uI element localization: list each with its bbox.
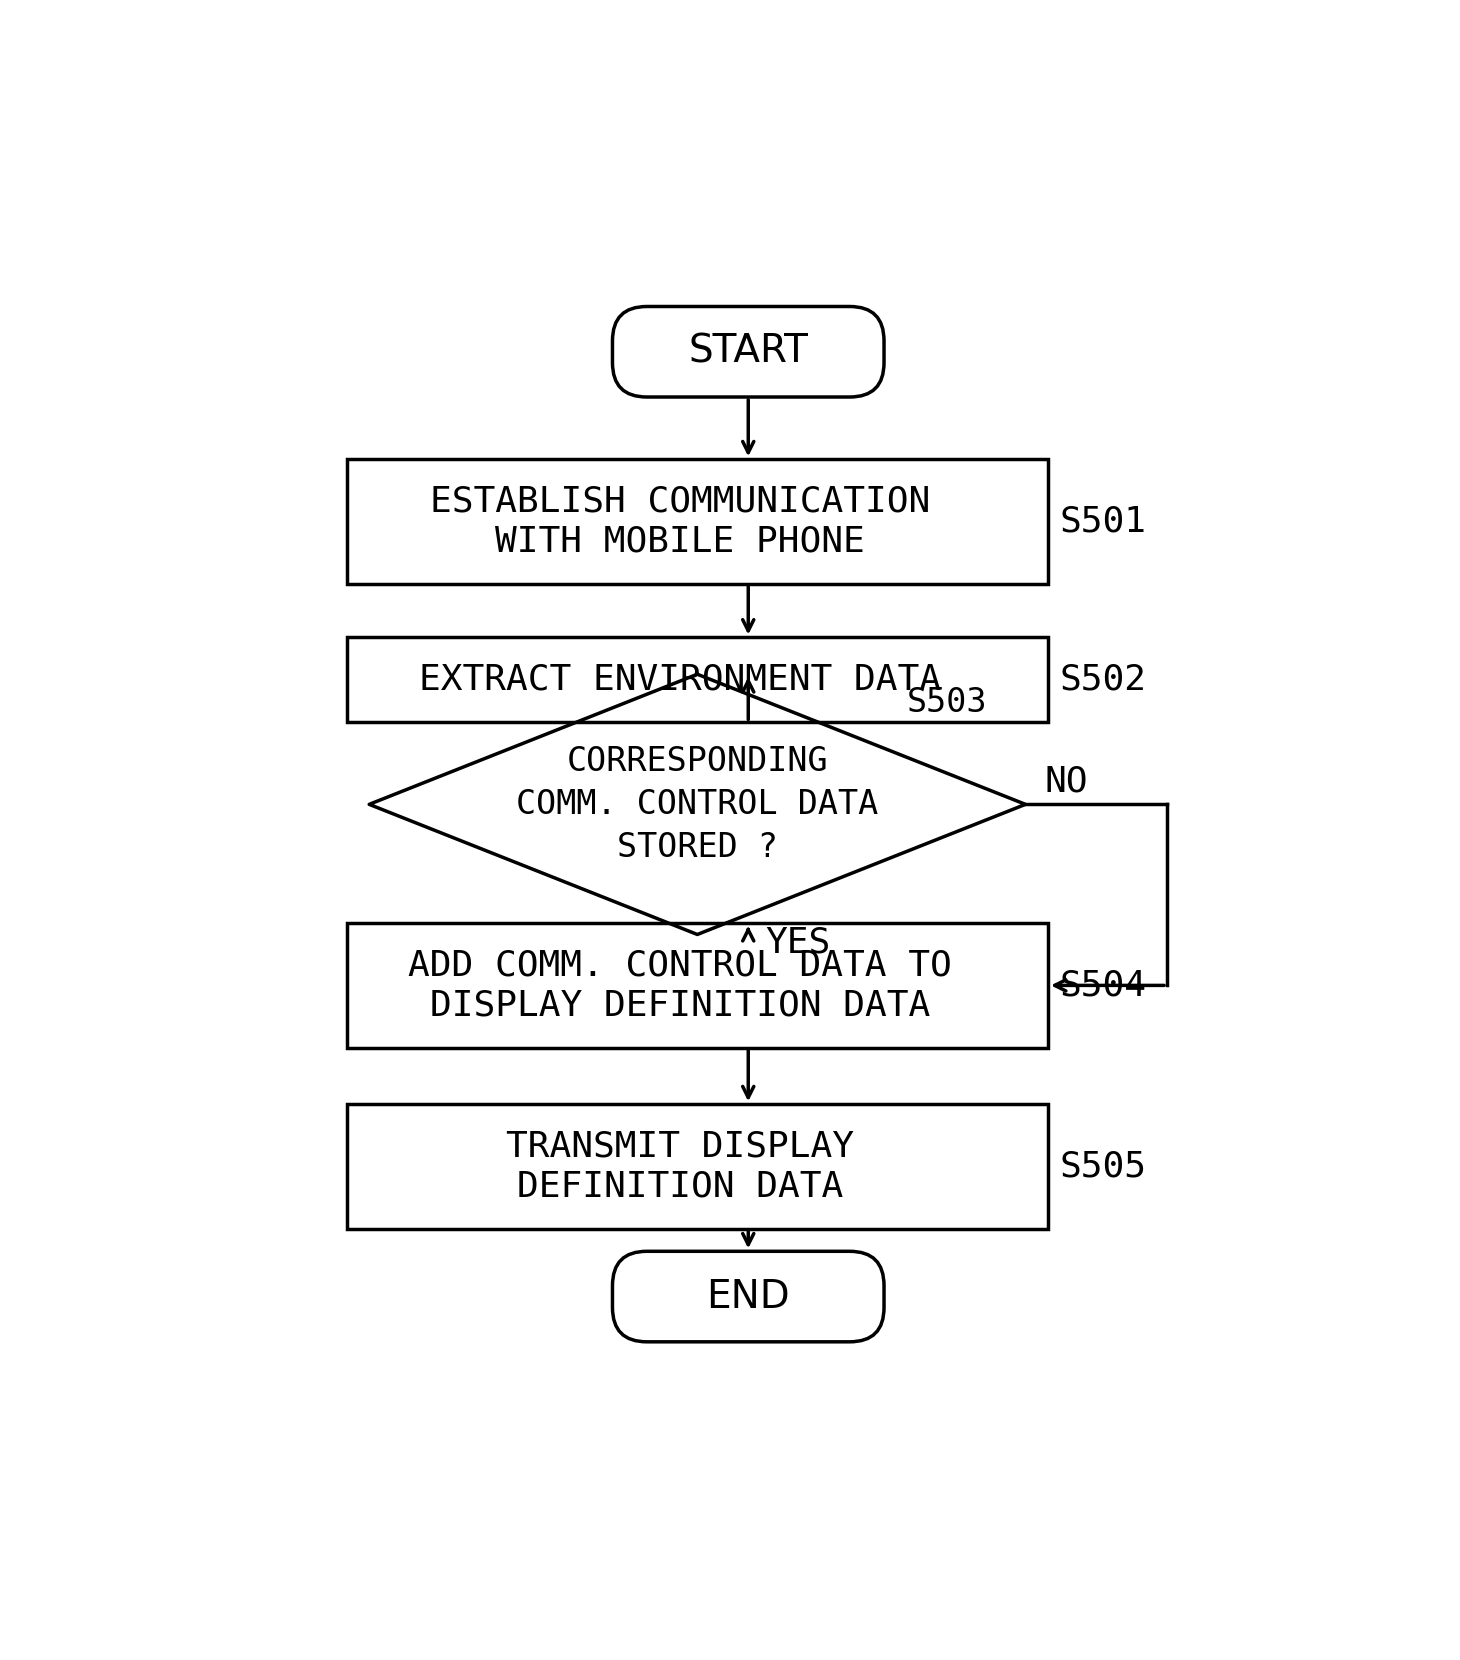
Text: S502: S502 bbox=[1060, 662, 1146, 697]
Text: ESTABLISH COMMUNICATION: ESTABLISH COMMUNICATION bbox=[431, 485, 930, 518]
Bar bbox=[346, 460, 1048, 584]
FancyBboxPatch shape bbox=[613, 307, 885, 397]
Text: EXTRACT ENVIRONMENT DATA: EXTRACT ENVIRONMENT DATA bbox=[419, 662, 942, 697]
Text: COMM. CONTROL DATA: COMM. CONTROL DATA bbox=[517, 788, 879, 820]
Text: WITH MOBILE PHONE: WITH MOBILE PHONE bbox=[495, 525, 866, 558]
Bar bbox=[346, 923, 1048, 1047]
Text: NO: NO bbox=[1045, 765, 1088, 798]
Text: S504: S504 bbox=[1060, 968, 1146, 1003]
Text: DISPLAY DEFINITION DATA: DISPLAY DEFINITION DATA bbox=[431, 988, 930, 1023]
Text: ADD COMM. CONTROL DATA TO: ADD COMM. CONTROL DATA TO bbox=[409, 948, 952, 983]
Text: START: START bbox=[688, 332, 809, 370]
FancyBboxPatch shape bbox=[613, 1252, 885, 1341]
Text: CORRESPONDING: CORRESPONDING bbox=[566, 745, 828, 779]
Text: DEFINITION DATA: DEFINITION DATA bbox=[517, 1169, 844, 1204]
Text: S501: S501 bbox=[1060, 505, 1146, 538]
Text: YES: YES bbox=[765, 925, 831, 959]
Bar bbox=[346, 637, 1048, 722]
Text: TRANSMIT DISPLAY: TRANSMIT DISPLAY bbox=[507, 1129, 854, 1164]
Text: S503: S503 bbox=[907, 686, 987, 719]
Text: STORED ?: STORED ? bbox=[616, 830, 778, 863]
Text: END: END bbox=[707, 1278, 790, 1316]
Text: S505: S505 bbox=[1060, 1149, 1146, 1184]
Bar bbox=[346, 1104, 1048, 1228]
